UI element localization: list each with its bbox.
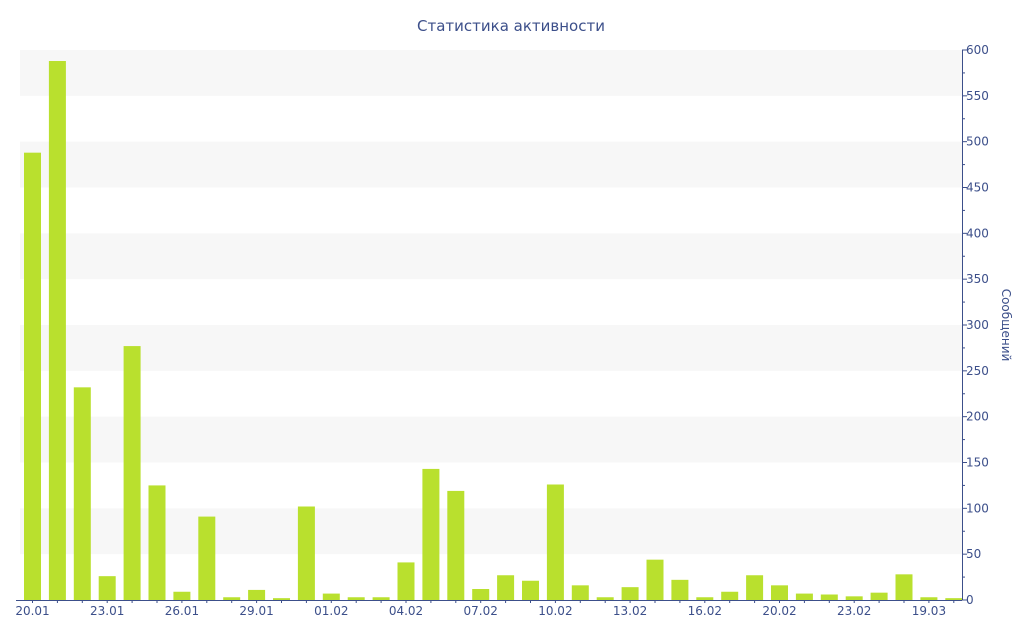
bar	[297, 506, 315, 600]
y-tick-label: 350	[966, 272, 989, 286]
grid-band	[20, 325, 962, 371]
bar	[248, 589, 266, 600]
bar	[546, 484, 564, 600]
bar	[771, 585, 788, 600]
grid-band	[20, 416, 962, 463]
bar	[148, 485, 166, 600]
y-tick-label: 200	[966, 410, 989, 424]
y-tick-label: 600	[966, 43, 989, 57]
bar	[198, 516, 216, 600]
x-tick-label: 20.01	[15, 604, 49, 618]
bar	[795, 593, 813, 600]
bar	[621, 587, 639, 600]
x-tick-label: 26.01	[165, 604, 199, 618]
y-tick-label: 150	[966, 456, 989, 470]
y-tick-label: 300	[966, 318, 989, 332]
x-axis: 20.01 23.01 26.01 29.01 01.02 04.02 07.02 10.02…	[15, 600, 962, 618]
bar	[895, 574, 913, 600]
bar	[920, 597, 938, 600]
grid-band	[20, 50, 962, 96]
bar	[696, 597, 714, 600]
bar	[173, 591, 191, 600]
y-tick-label: 400	[966, 226, 989, 240]
bar	[397, 562, 415, 600]
grid-bands	[20, 50, 962, 555]
y-tick-label: 450	[966, 181, 989, 195]
bar	[447, 490, 465, 600]
bar	[273, 598, 290, 600]
bar	[48, 61, 66, 600]
y-tick-label: 500	[966, 135, 989, 149]
x-tick-label: 01.02	[314, 604, 348, 618]
bar	[746, 575, 764, 600]
grid-band	[20, 141, 962, 188]
bar	[497, 575, 515, 600]
x-tick-label: 23.02	[837, 604, 871, 618]
y-tick-label: 100	[966, 501, 989, 515]
y-tick-label: 250	[966, 364, 989, 378]
bar	[223, 597, 241, 600]
bar	[372, 597, 390, 600]
x-tick-label: 20.02	[762, 604, 796, 618]
bar	[571, 585, 589, 600]
grid-band	[20, 508, 962, 555]
bar	[472, 589, 490, 600]
y-axis-label: Сообщений	[999, 289, 1013, 362]
bar	[322, 593, 340, 600]
y-tick-label: 0	[966, 593, 974, 607]
bar	[596, 597, 614, 600]
x-tick-label: 04.02	[389, 604, 423, 618]
x-tick-label: 10.02	[538, 604, 572, 618]
x-tick-label: 19.03	[912, 604, 946, 618]
bar	[422, 468, 440, 600]
x-tick-label: 29.01	[239, 604, 273, 618]
x-tick-label: 13.02	[613, 604, 647, 618]
bar	[671, 579, 689, 600]
bar	[646, 559, 664, 600]
x-tick-label: 23.01	[90, 604, 124, 618]
y-tick-label: 550	[966, 89, 989, 103]
bar	[945, 598, 963, 600]
bar	[870, 592, 888, 600]
y-axis: 0 50 100 150 200 250 300 350 400 450 500 550 600	[962, 43, 989, 607]
bar	[721, 591, 739, 600]
y-tick-label: 50	[966, 547, 981, 561]
bar	[522, 580, 539, 600]
bar	[73, 387, 91, 600]
bar	[820, 594, 838, 600]
x-tick-label: 16.02	[688, 604, 722, 618]
bar	[24, 152, 41, 600]
bar	[845, 596, 863, 600]
bar	[98, 576, 116, 600]
bars	[24, 61, 963, 600]
grid-band	[20, 233, 962, 280]
x-tick-label: 07.02	[464, 604, 498, 618]
bar	[123, 346, 141, 600]
chart-title: Статистика активности	[417, 17, 605, 35]
bar	[347, 597, 365, 600]
